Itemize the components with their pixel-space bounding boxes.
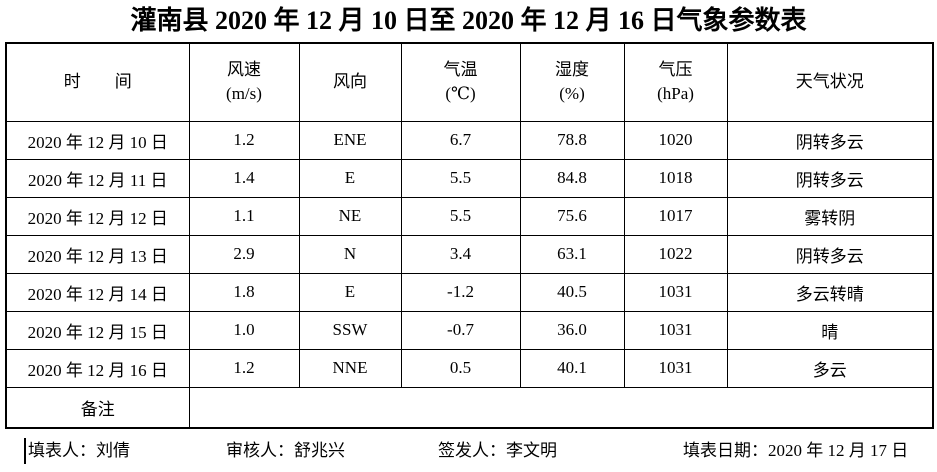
- preparer-name: 刘倩: [96, 441, 130, 460]
- cell-wind-direction: NNE: [298, 348, 402, 388]
- fill-date-field: 填表日期：2020 年 12 月 17 日: [683, 436, 908, 466]
- remark-row: 备注: [5, 386, 934, 429]
- cell-weather: 多云转晴: [726, 272, 934, 312]
- col-header-time: 时 间: [5, 42, 190, 122]
- cell-wind-direction: SSW: [298, 310, 402, 350]
- reviewer-field: 审核人：舒兆兴: [226, 436, 345, 466]
- table-row: 2020 年 12 月 13 日 2.9 N 3.4 63.1 1022 阴转多…: [5, 234, 934, 274]
- cell-wind-direction: E: [298, 272, 402, 312]
- cell-date: 2020 年 12 月 12 日: [5, 196, 190, 236]
- reviewer-name: 舒兆兴: [294, 441, 345, 460]
- cell-temperature: 0.5: [400, 348, 521, 388]
- cell-temperature: 5.5: [400, 196, 521, 236]
- cell-date: 2020 年 12 月 14 日: [5, 272, 190, 312]
- text-cursor: [24, 438, 26, 464]
- cell-wind-direction: NE: [298, 196, 402, 236]
- cell-pressure: 1018: [623, 158, 728, 198]
- fill-date-value: 2020 年 12 月 17 日: [768, 441, 909, 460]
- col-header-humidity: 湿度 (%): [519, 42, 625, 122]
- cell-wind-direction: ENE: [298, 120, 402, 160]
- reviewer-label: 审核人：: [226, 441, 294, 460]
- cell-temperature: 6.7: [400, 120, 521, 160]
- cell-weather: 晴: [726, 310, 934, 350]
- cell-humidity: 75.6: [519, 196, 625, 236]
- issuer-name: 李文明: [506, 441, 557, 460]
- issuer-label: 签发人：: [438, 441, 506, 460]
- cell-wind-speed: 1.2: [188, 120, 300, 160]
- col-header-humidity-unit: (%): [559, 84, 585, 104]
- cell-humidity: 40.1: [519, 348, 625, 388]
- cell-date: 2020 年 12 月 11 日: [5, 158, 190, 198]
- cell-wind-speed: 1.0: [188, 310, 300, 350]
- cell-humidity: 36.0: [519, 310, 625, 350]
- cell-weather: 多云: [726, 348, 934, 388]
- cell-date: 2020 年 12 月 16 日: [5, 348, 190, 388]
- cell-date: 2020 年 12 月 15 日: [5, 310, 190, 350]
- table-row: 2020 年 12 月 12 日 1.1 NE 5.5 75.6 1017 雾转…: [5, 196, 934, 236]
- preparer-field: 填表人：刘倩: [28, 436, 130, 466]
- cell-wind-speed: 1.1: [188, 196, 300, 236]
- signature-footer: 填表人：刘倩 审核人：舒兆兴 签发人：李文明 填表日期：2020 年 12 月 …: [0, 436, 937, 466]
- col-header-temperature: 气温 (℃): [400, 42, 521, 122]
- weather-table: 时 间 风速 (m/s) 风向 气温 (℃) 湿度 (%): [5, 42, 934, 429]
- table-row: 2020 年 12 月 14 日 1.8 E -1.2 40.5 1031 多云…: [5, 272, 934, 312]
- cell-weather: 阴转多云: [726, 120, 934, 160]
- cell-wind-direction: N: [298, 234, 402, 274]
- table-header-row: 时 间 风速 (m/s) 风向 气温 (℃) 湿度 (%): [5, 42, 934, 122]
- cell-pressure: 1020: [623, 120, 728, 160]
- cell-humidity: 40.5: [519, 272, 625, 312]
- remark-value-cell[interactable]: [188, 386, 934, 429]
- preparer-label: 填表人：: [28, 441, 96, 460]
- cell-weather: 阴转多云: [726, 158, 934, 198]
- table-row: 2020 年 12 月 15 日 1.0 SSW -0.7 36.0 1031 …: [5, 310, 934, 350]
- remark-label: 备注: [5, 386, 190, 429]
- cell-weather: 阴转多云: [726, 234, 934, 274]
- cell-wind-speed: 2.9: [188, 234, 300, 274]
- cell-pressure: 1031: [623, 310, 728, 350]
- cell-wind-speed: 1.8: [188, 272, 300, 312]
- col-header-weather: 天气状况: [726, 42, 934, 122]
- cell-humidity: 78.8: [519, 120, 625, 160]
- cell-weather: 雾转阴: [726, 196, 934, 236]
- table-row: 2020 年 12 月 11 日 1.4 E 5.5 84.8 1018 阴转多…: [5, 158, 934, 198]
- issuer-field: 签发人：李文明: [438, 436, 557, 466]
- cell-date: 2020 年 12 月 13 日: [5, 234, 190, 274]
- page-title: 灌南县 2020 年 12 月 10 日至 2020 年 12 月 16 日气象…: [130, 6, 807, 35]
- col-header-pressure: 气压 (hPa): [623, 42, 728, 122]
- cell-wind-direction: E: [298, 158, 402, 198]
- cell-pressure: 1031: [623, 348, 728, 388]
- col-header-pressure-unit: (hPa): [657, 84, 694, 104]
- cell-temperature: -1.2: [400, 272, 521, 312]
- table-row: 2020 年 12 月 10 日 1.2 ENE 6.7 78.8 1020 阴…: [5, 120, 934, 160]
- cell-pressure: 1022: [623, 234, 728, 274]
- table-row: 2020 年 12 月 16 日 1.2 NNE 0.5 40.1 1031 多…: [5, 348, 934, 388]
- cell-pressure: 1031: [623, 272, 728, 312]
- cell-temperature: 5.5: [400, 158, 521, 198]
- cell-humidity: 63.1: [519, 234, 625, 274]
- cell-pressure: 1017: [623, 196, 728, 236]
- col-header-temperature-unit: (℃): [445, 84, 476, 104]
- cell-wind-speed: 1.2: [188, 348, 300, 388]
- cell-temperature: -0.7: [400, 310, 521, 350]
- col-header-wind-direction: 风向: [298, 42, 402, 122]
- fill-date-label: 填表日期：: [683, 441, 768, 460]
- cell-humidity: 84.8: [519, 158, 625, 198]
- col-header-wind-speed-unit: (m/s): [226, 84, 262, 104]
- col-header-wind-speed: 风速 (m/s): [188, 42, 300, 122]
- cell-date: 2020 年 12 月 10 日: [5, 120, 190, 160]
- cell-temperature: 3.4: [400, 234, 521, 274]
- cell-wind-speed: 1.4: [188, 158, 300, 198]
- col-header-time-label: 时 间: [63, 72, 132, 92]
